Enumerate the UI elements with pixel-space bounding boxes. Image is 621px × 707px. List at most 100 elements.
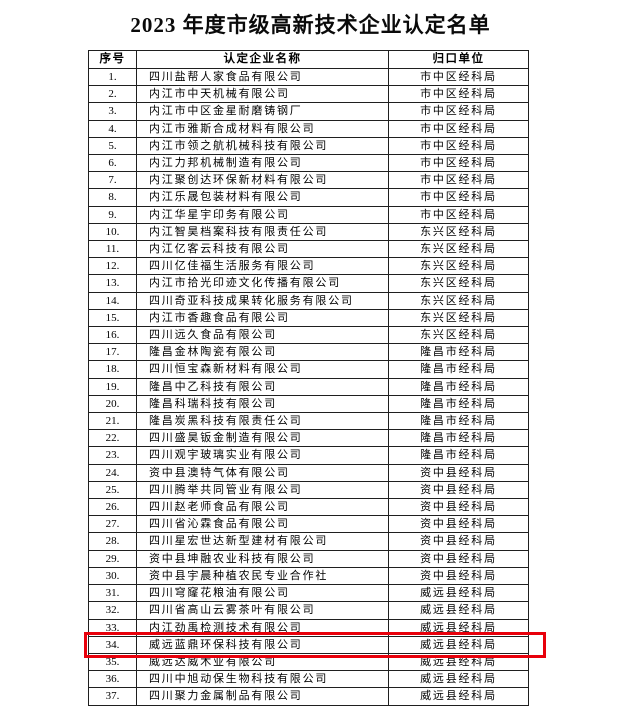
cell-serial: 23. bbox=[88, 446, 137, 465]
cell-unit: 隆昌市经科局 bbox=[388, 412, 529, 431]
cell-company-name: 四川远久食品有限公司 bbox=[136, 326, 389, 345]
cell-serial: 8. bbox=[88, 188, 137, 207]
table-row: 30. 资中县宇晨种植农民专业合作社 资中县经科局 bbox=[88, 566, 529, 586]
cell-company-name: 四川观宇玻璃实业有限公司 bbox=[136, 446, 389, 465]
cell-unit: 隆昌市经科局 bbox=[388, 377, 529, 396]
cell-unit: 隆昌市经科局 bbox=[388, 360, 529, 379]
cell-serial: 11. bbox=[88, 240, 137, 259]
cell-company-name: 四川省高山云雾茶叶有限公司 bbox=[136, 601, 389, 620]
cell-company-name: 内江乐晟包装材料有限公司 bbox=[136, 188, 389, 207]
cell-serial: 20. bbox=[88, 394, 137, 414]
cell-company-name: 四川赵老师食品有限公司 bbox=[136, 498, 389, 517]
table-row: 1. 四川盐帮人家食品有限公司 市中区经科局 bbox=[88, 67, 529, 87]
cell-unit: 东兴区经科局 bbox=[388, 240, 529, 259]
table-row: 37. 四川聚力金属制品有限公司 威远县经科局 bbox=[88, 687, 529, 706]
cell-company-name: 资中县澳特气体有限公司 bbox=[136, 463, 389, 482]
table-row: 18. 四川恒宝森新材料有限公司 隆昌市经科局 bbox=[88, 360, 529, 379]
cell-unit: 隆昌市经科局 bbox=[388, 446, 529, 465]
certification-table: 序号 认定企业名称 归口单位 1. 四川盐帮人家食品有限公司 市中区经科局 2. 内江市… bbox=[88, 50, 529, 706]
cell-company-name: 内江亿客云科技有限公司 bbox=[136, 240, 389, 259]
table-row: 11. 内江亿客云科技有限公司 东兴区经科局 bbox=[88, 240, 529, 259]
table-row: 7. 内江聚创达环保新材料有限公司 市中区经科局 bbox=[88, 171, 529, 190]
cell-company-name: 四川聚力金属制品有限公司 bbox=[136, 687, 389, 706]
cell-company-name: 隆昌金林陶瓷有限公司 bbox=[136, 343, 389, 362]
table-row: 35. 威远达威木业有限公司 威远县经科局 bbox=[88, 652, 529, 672]
cell-unit: 隆昌市经科局 bbox=[388, 343, 529, 362]
cell-unit: 资中县经科局 bbox=[388, 498, 529, 517]
cell-company-name: 资中县宇晨种植农民专业合作社 bbox=[136, 566, 389, 586]
cell-serial: 32. bbox=[88, 601, 137, 620]
table-row: 12. 四川亿佳福生活服务有限公司 东兴区经科局 bbox=[88, 257, 529, 276]
cell-unit: 市中区经科局 bbox=[388, 205, 529, 224]
cell-unit: 资中县经科局 bbox=[388, 566, 529, 586]
cell-company-name: 四川恒宝森新材料有限公司 bbox=[136, 360, 389, 379]
cell-serial: 15. bbox=[88, 308, 137, 328]
cell-company-name: 资中县坤融农业科技有限公司 bbox=[136, 549, 389, 568]
table-row: 5. 内江市领之航机械科技有限公司 市中区经科局 bbox=[88, 136, 529, 156]
table-row: 21. 隆昌炭黑科技有限责任公司 隆昌市经科局 bbox=[88, 412, 529, 431]
cell-company-name: 内江市香趣食品有限公司 bbox=[136, 308, 389, 328]
cell-serial: 2. bbox=[88, 85, 137, 104]
cell-unit: 隆昌市经科局 bbox=[388, 394, 529, 414]
cell-serial: 14. bbox=[88, 291, 137, 310]
cell-serial: 26. bbox=[88, 498, 137, 517]
table-row: 20. 隆昌科瑞科技有限公司 隆昌市经科局 bbox=[88, 394, 529, 414]
cell-company-name: 四川盐帮人家食品有限公司 bbox=[136, 67, 389, 87]
cell-company-name: 隆昌科瑞科技有限公司 bbox=[136, 394, 389, 414]
cell-unit: 资中县经科局 bbox=[388, 532, 529, 551]
cell-unit: 市中区经科局 bbox=[388, 85, 529, 104]
cell-unit: 资中县经科局 bbox=[388, 480, 529, 500]
cell-serial: 37. bbox=[88, 687, 137, 706]
cell-serial: 3. bbox=[88, 102, 137, 121]
cell-unit: 威远县经科局 bbox=[388, 601, 529, 620]
cell-company-name: 隆昌炭黑科技有限责任公司 bbox=[136, 412, 389, 431]
cell-serial: 34. bbox=[88, 635, 137, 654]
cell-serial: 7. bbox=[88, 171, 137, 190]
cell-unit: 市中区经科局 bbox=[388, 136, 529, 156]
table-row: 27. 四川省沁霖食品有限公司 资中县经科局 bbox=[88, 515, 529, 534]
cell-serial: 28. bbox=[88, 532, 137, 551]
cell-unit: 东兴区经科局 bbox=[388, 274, 529, 293]
cell-company-name: 隆昌中乙科技有限公司 bbox=[136, 377, 389, 396]
table-row: 34. 威远蓝鼎环保科技有限公司 威远县经科局 bbox=[88, 635, 529, 654]
cell-unit: 东兴区经科局 bbox=[388, 308, 529, 328]
table-row: 28. 四川星宏世达新型建材有限公司 资中县经科局 bbox=[88, 532, 529, 551]
table-row: 24. 资中县澳特气体有限公司 资中县经科局 bbox=[88, 463, 529, 482]
table-row: 4. 内江市雅斯合成材料有限公司 市中区经科局 bbox=[88, 119, 529, 138]
cell-company-name: 内江聚创达环保新材料有限公司 bbox=[136, 171, 389, 190]
cell-company-name: 四川盛昊钣金制造有限公司 bbox=[136, 429, 389, 448]
col-header-unit: 归口单位 bbox=[388, 50, 529, 69]
table-row: 22. 四川盛昊钣金制造有限公司 隆昌市经科局 bbox=[88, 429, 529, 448]
cell-serial: 33. bbox=[88, 618, 137, 637]
table-row: 19. 隆昌中乙科技有限公司 隆昌市经科局 bbox=[88, 377, 529, 396]
cell-company-name: 威远蓝鼎环保科技有限公司 bbox=[136, 635, 389, 654]
table-row: 8. 内江乐晟包装材料有限公司 市中区经科局 bbox=[88, 188, 529, 207]
cell-serial: 6. bbox=[88, 154, 137, 173]
table-row: 3. 内江市中区金星耐磨铸钢厂 市中区经科局 bbox=[88, 102, 529, 121]
cell-unit: 威远县经科局 bbox=[388, 652, 529, 672]
cell-company-name: 四川腾举共同管业有限公司 bbox=[136, 480, 389, 500]
table-row: 33. 内江劲禹检测技术有限公司 威远县经科局 bbox=[88, 618, 529, 637]
cell-serial: 22. bbox=[88, 429, 137, 448]
col-header-name: 认定企业名称 bbox=[136, 50, 389, 69]
cell-unit: 资中县经科局 bbox=[388, 549, 529, 568]
cell-serial: 9. bbox=[88, 205, 137, 224]
cell-serial: 36. bbox=[88, 670, 137, 689]
cell-unit: 威远县经科局 bbox=[388, 618, 529, 637]
table-header-row: 序号 认定企业名称 归口单位 bbox=[88, 50, 529, 69]
cell-company-name: 威远达威木业有限公司 bbox=[136, 652, 389, 672]
cell-company-name: 四川中旭动保生物科技有限公司 bbox=[136, 670, 389, 689]
cell-company-name: 四川亿佳福生活服务有限公司 bbox=[136, 257, 389, 276]
cell-company-name: 四川星宏世达新型建材有限公司 bbox=[136, 532, 389, 551]
table-row: 23. 四川观宇玻璃实业有限公司 隆昌市经科局 bbox=[88, 446, 529, 465]
table-row: 17. 隆昌金林陶瓷有限公司 隆昌市经科局 bbox=[88, 343, 529, 362]
cell-company-name: 内江市雅斯合成材料有限公司 bbox=[136, 119, 389, 138]
cell-serial: 24. bbox=[88, 463, 137, 482]
cell-serial: 19. bbox=[88, 377, 137, 396]
cell-serial: 5. bbox=[88, 136, 137, 156]
cell-unit: 市中区经科局 bbox=[388, 154, 529, 173]
cell-unit: 资中县经科局 bbox=[388, 515, 529, 534]
cell-unit: 市中区经科局 bbox=[388, 102, 529, 121]
cell-unit: 东兴区经科局 bbox=[388, 291, 529, 310]
cell-unit: 威远县经科局 bbox=[388, 670, 529, 689]
